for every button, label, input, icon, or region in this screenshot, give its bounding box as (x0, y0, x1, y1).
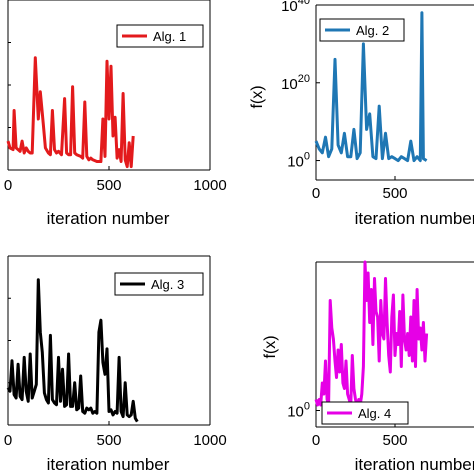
x-tick-label: 0 (312, 432, 320, 449)
xlabel-4: iteration number (355, 455, 474, 474)
legend-label-3: Alg. 3 (151, 277, 184, 292)
x-tick-label: 500 (96, 432, 121, 449)
series-line-alg-3 (6, 278, 139, 423)
y-tick-label: 1040 (281, 0, 310, 15)
x-tick-label: 0 (4, 432, 12, 449)
x-tick-label: 0 (312, 185, 320, 202)
ylabel-4: f(x) (262, 335, 279, 358)
x-tick-label: 1000 (193, 432, 226, 449)
yticks-1 (8, 42, 11, 128)
xlabel-1: iteration number (47, 209, 170, 228)
x-tick-label: 0 (4, 177, 12, 194)
legend-box-3 (114, 272, 204, 296)
xticks-1: 0 500 1000 (4, 166, 227, 194)
legend-label-4: Alg. 4 (358, 406, 391, 421)
series-line-alg-4 (314, 260, 429, 407)
panel-alg-2: 0 500 100 1020 1040 Alg. 2 f(x) iteration n… (249, 0, 474, 228)
y-tick-label: 1020 (281, 73, 310, 93)
x-tick-label: 500 (382, 432, 407, 449)
panel-alg-1: 0 500 1000 Alg. 1 iteration number (4, 0, 227, 228)
y-tick-label: 100 (287, 151, 310, 171)
yticks-2: 100 1020 1040 (281, 0, 320, 171)
legend-2: Alg. 2 (319, 18, 405, 42)
xticks-2: 0 500 (312, 176, 408, 202)
legend-box-1 (116, 24, 204, 48)
legend-box-4 (321, 401, 409, 425)
xlabel-3: iteration number (47, 455, 170, 474)
legend-1: Alg. 1 (116, 24, 204, 48)
legend-label-2: Alg. 2 (356, 23, 389, 38)
panel-alg-4: 0 500 100 Alg. 4 f(x) iteration number (262, 260, 474, 474)
series-line-alg-2 (314, 11, 428, 163)
legend-box-2 (319, 18, 405, 42)
legend-4: Alg. 4 (321, 401, 409, 425)
x-tick-label: 500 (96, 177, 121, 194)
xticks-3: 0 500 1000 (4, 421, 227, 449)
series-line-alg-1 (6, 56, 135, 169)
ylabel-2: f(x) (249, 85, 266, 108)
yticks-4: 100 (287, 401, 320, 421)
x-tick-label: 500 (382, 185, 407, 202)
y-tick-label: 100 (287, 401, 310, 421)
xlabel-2: iteration number (355, 209, 474, 228)
panel-alg-3: 0 500 1000 Alg. 3 iteration number (4, 255, 227, 474)
legend-label-1: Alg. 1 (153, 29, 186, 44)
x-tick-label: 1000 (193, 177, 226, 194)
legend-3: Alg. 3 (114, 272, 204, 296)
